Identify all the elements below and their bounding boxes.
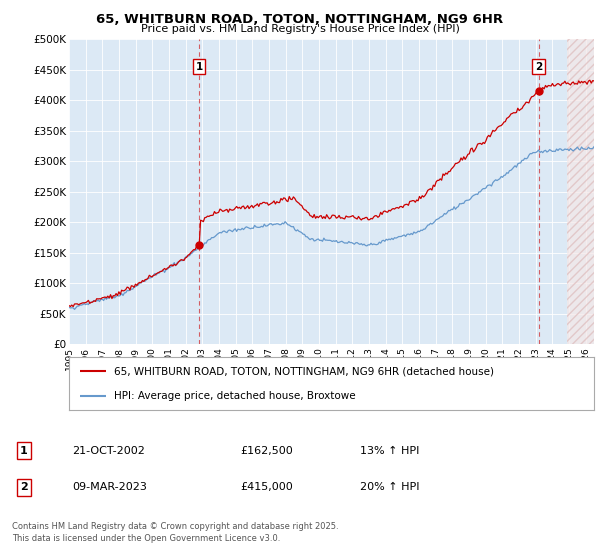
Text: £162,500: £162,500 [240, 446, 293, 456]
Text: Contains HM Land Registry data © Crown copyright and database right 2025.
This d: Contains HM Land Registry data © Crown c… [12, 522, 338, 543]
Text: 65, WHITBURN ROAD, TOTON, NOTTINGHAM, NG9 6HR (detached house): 65, WHITBURN ROAD, TOTON, NOTTINGHAM, NG… [113, 366, 494, 376]
Bar [568, 39, 594, 344]
Text: HPI: Average price, detached house, Broxtowe: HPI: Average price, detached house, Brox… [113, 390, 355, 400]
Text: 20% ↑ HPI: 20% ↑ HPI [360, 482, 419, 492]
Text: 13% ↑ HPI: 13% ↑ HPI [360, 446, 419, 456]
Text: 1: 1 [196, 62, 203, 72]
Text: 1: 1 [20, 446, 28, 456]
Text: £415,000: £415,000 [240, 482, 293, 492]
Text: 21-OCT-2002: 21-OCT-2002 [72, 446, 145, 456]
Text: 09-MAR-2023: 09-MAR-2023 [72, 482, 147, 492]
Text: Price paid vs. HM Land Registry's House Price Index (HPI): Price paid vs. HM Land Registry's House … [140, 24, 460, 34]
Text: 2: 2 [535, 62, 542, 72]
Text: 65, WHITBURN ROAD, TOTON, NOTTINGHAM, NG9 6HR: 65, WHITBURN ROAD, TOTON, NOTTINGHAM, NG… [97, 13, 503, 26]
Text: 2: 2 [20, 482, 28, 492]
